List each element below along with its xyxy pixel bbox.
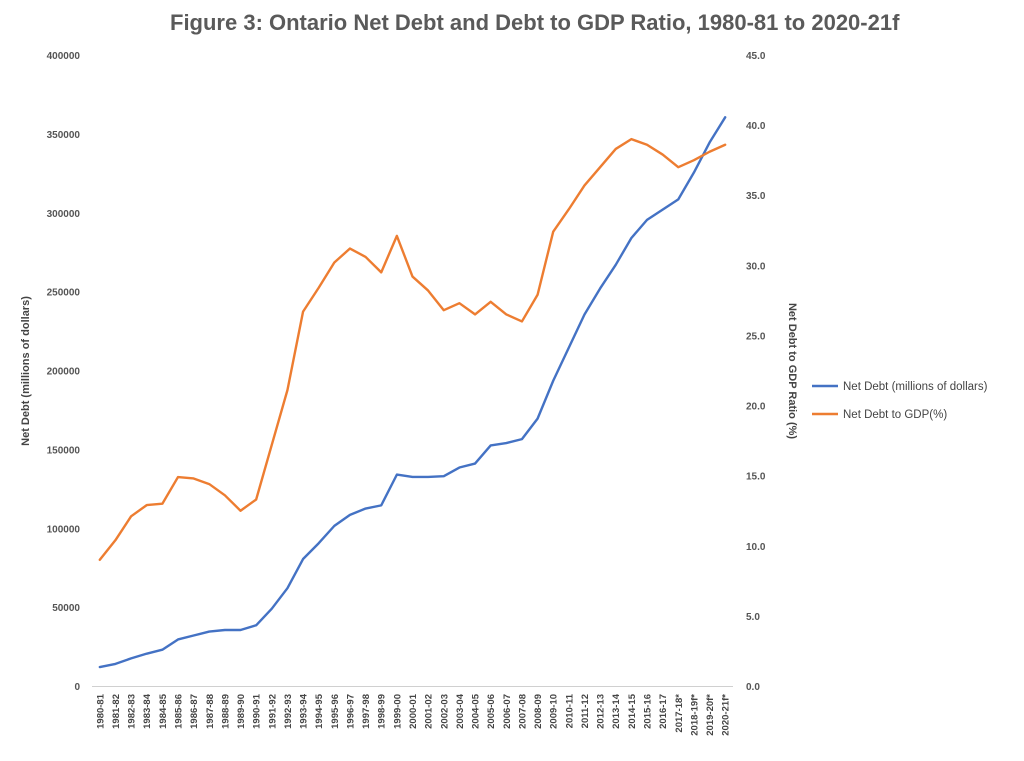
right-tick-label: 0.0 xyxy=(746,682,760,693)
left-tick-label: 100000 xyxy=(47,524,81,535)
x-tick-label: 1997-98 xyxy=(361,694,372,729)
right-tick-label: 25.0 xyxy=(746,331,766,342)
x-tick-label: 1989-90 xyxy=(236,694,247,729)
debt-to-gdp-line xyxy=(98,137,727,561)
x-tick-label: 1994-95 xyxy=(314,693,325,729)
x-tick-label: 2003-04 xyxy=(455,693,466,729)
x-tick-label: 1990-91 xyxy=(252,693,263,729)
x-tick-label: 2018-19f* xyxy=(689,694,700,736)
right-tick-label: 5.0 xyxy=(746,612,760,623)
left-tick-label: 50000 xyxy=(52,603,80,614)
right-y-axis: 0.0 5.0 10.0 15.0 20.0 25.0 30.0 35.0 40.0 45.0 xyxy=(746,51,766,693)
right-tick-label: 40.0 xyxy=(746,121,766,132)
legend-label-debt-to-gdp: Net Debt to GDP(%) xyxy=(843,409,947,421)
x-tick-label: 2000-01 xyxy=(408,693,419,729)
x-tick-label: 1999-00 xyxy=(392,694,403,729)
x-tick-label: 2011-12 xyxy=(580,694,591,728)
x-tick-label: 1984-85 xyxy=(158,693,169,729)
chart-title: Figure 3: Ontario Net Debt and Debt to G… xyxy=(170,10,900,35)
x-tick-label: 1987-88 xyxy=(205,694,216,729)
x-tick-label: 1995-96 xyxy=(330,694,341,729)
x-tick-label: 2008-09 xyxy=(533,694,544,729)
legend: Net Debt (millions of dollars) Net Debt t… xyxy=(812,381,988,421)
right-tick-label: 35.0 xyxy=(746,191,766,202)
x-tick-label: 2017-18* xyxy=(674,694,685,733)
right-tick-label: 20.0 xyxy=(746,402,766,413)
x-tick-label: 2019-20f* xyxy=(705,694,716,736)
series-lines xyxy=(98,116,727,669)
x-tick-label: 1981-82 xyxy=(111,694,122,729)
right-tick-label: 45.0 xyxy=(746,51,766,62)
x-tick-label: 2001-02 xyxy=(424,694,435,729)
x-tick-label: 1985-86 xyxy=(173,694,184,729)
x-tick-label: 1980-81 xyxy=(95,693,106,729)
x-tick-label: 2007-08 xyxy=(517,694,528,729)
right-tick-label: 10.0 xyxy=(746,542,766,553)
x-tick-label: 2005-06 xyxy=(486,694,497,729)
left-tick-label: 300000 xyxy=(47,209,81,220)
x-tick-label: 1988-89 xyxy=(220,694,231,729)
x-tick-label: 1998-99 xyxy=(377,694,388,729)
x-tick-label: 1986-87 xyxy=(189,694,200,729)
x-tick-label: 1992-93 xyxy=(283,694,294,729)
x-tick-label: 1991-92 xyxy=(267,694,278,729)
x-tick-label: 2012-13 xyxy=(596,694,607,729)
x-tick-label: 1993-94 xyxy=(299,693,310,729)
x-tick-label: 2006-07 xyxy=(502,694,513,729)
x-tick-label: 2015-16 xyxy=(643,694,654,729)
right-tick-label: 15.0 xyxy=(746,472,766,483)
x-tick-label: 2014-15 xyxy=(627,693,638,729)
left-axis-title: Net Debt (millions of dollars) xyxy=(20,296,32,446)
legend-label-net-debt: Net Debt (millions of dollars) xyxy=(843,381,988,393)
x-tick-label: 1983-84 xyxy=(142,693,153,729)
x-tick-label: 2009-10 xyxy=(549,694,560,729)
net-debt-line xyxy=(98,116,727,669)
x-tick-label: 2004-05 xyxy=(471,693,482,729)
x-tick-label: 2013-14 xyxy=(611,693,622,729)
x-tick-label: 1996-97 xyxy=(345,694,356,729)
x-tick-label: 1982-83 xyxy=(127,694,138,729)
right-tick-label: 30.0 xyxy=(746,261,766,272)
left-tick-label: 0 xyxy=(74,682,80,693)
left-tick-label: 200000 xyxy=(47,367,81,378)
left-tick-label: 150000 xyxy=(47,445,81,456)
left-tick-label: 400000 xyxy=(47,51,81,62)
x-tick-label: 2016-17 xyxy=(658,694,669,729)
left-tick-label: 350000 xyxy=(47,130,81,141)
x-tick-label: 2020-21f* xyxy=(721,694,732,736)
left-tick-label: 250000 xyxy=(47,288,81,299)
x-tick-label: 2010-11 xyxy=(564,693,575,728)
left-y-axis: 0 50000 100000 150000 200000 250000 300000 3500… xyxy=(47,51,81,693)
right-axis-title: Net Debt to GDP Ratio (%) xyxy=(786,303,798,439)
x-axis: 1980-81 1981-82 1982-83 1983-84 1984-85 1985-… xyxy=(92,686,733,736)
x-tick-label: 2002-03 xyxy=(439,694,450,729)
